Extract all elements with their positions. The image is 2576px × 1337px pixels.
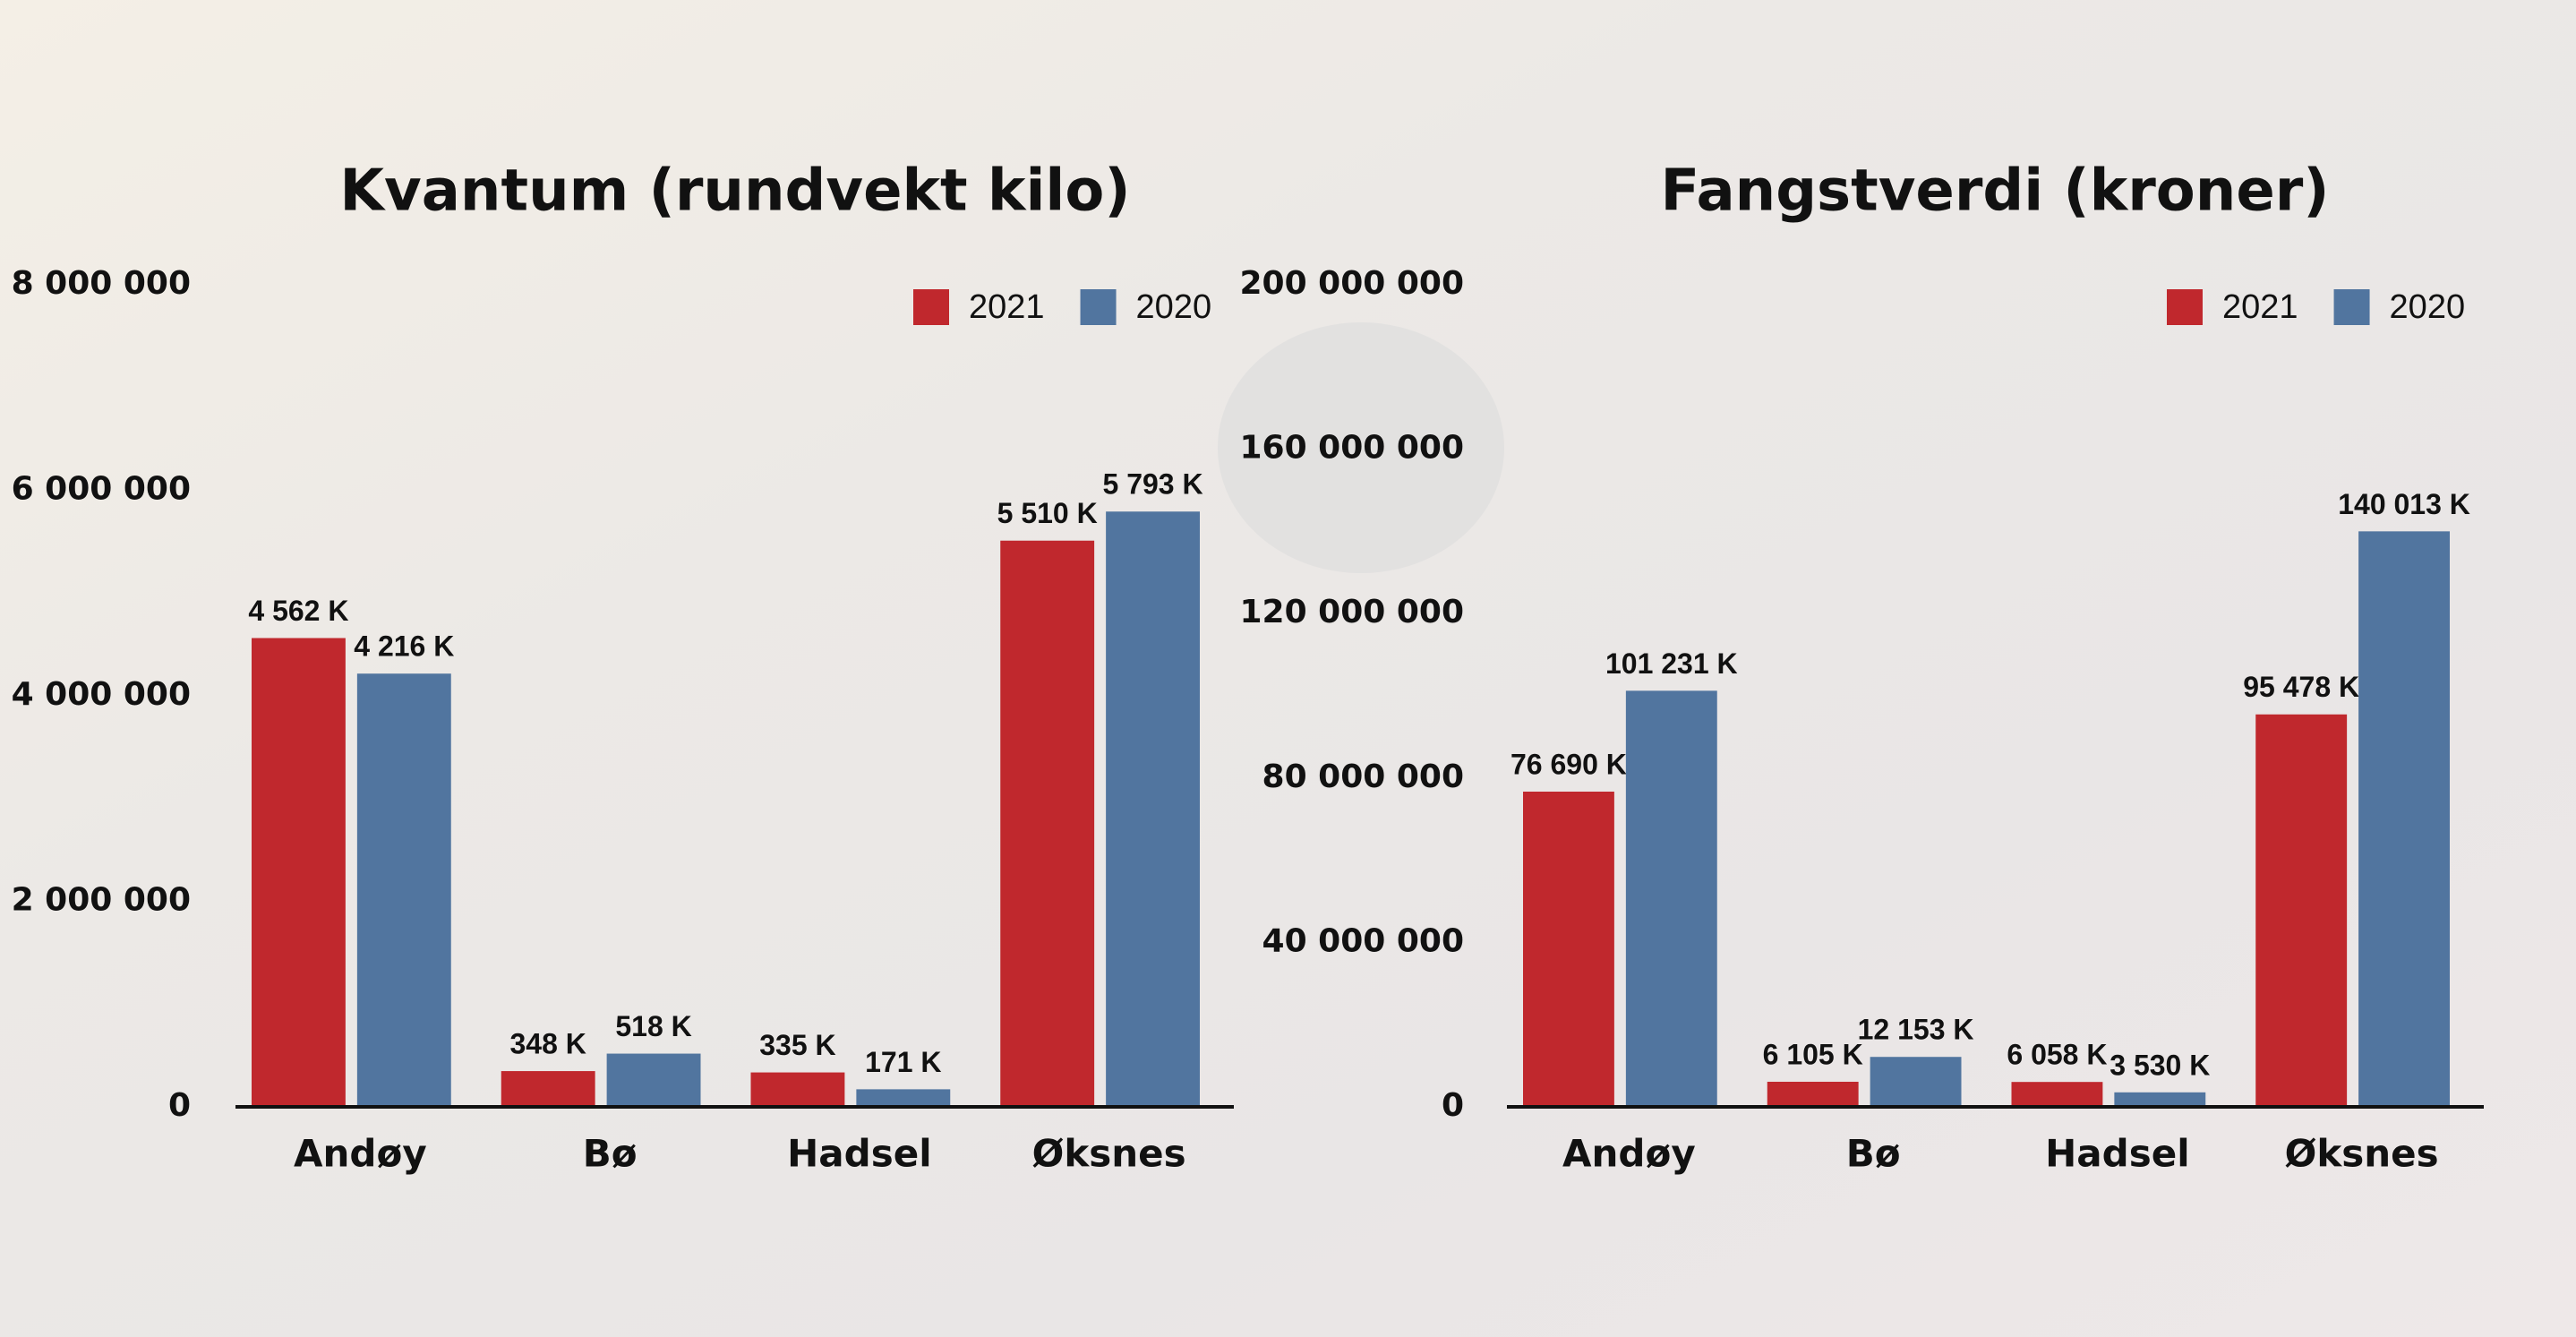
y-tick-label: 8 000 000 — [12, 265, 191, 302]
bar — [2358, 531, 2450, 1107]
x-tick-label: Bø — [583, 1132, 638, 1176]
x-tick-label: Øksnes — [2285, 1132, 2439, 1176]
y-tick-label: 200 000 000 — [1239, 265, 1464, 302]
chart-title: Fangstverdi (kroner) — [1660, 159, 2329, 225]
value-label: 6 058 K — [2007, 1039, 2107, 1071]
bar — [1000, 540, 1095, 1107]
value-label: 95 478 K — [2243, 671, 2359, 703]
value-label: 5 793 K — [1103, 468, 1203, 501]
bar — [2114, 1092, 2206, 1107]
value-label: 6 105 K — [1763, 1038, 1863, 1070]
y-tick-label: 40 000 000 — [1262, 922, 1464, 959]
bar — [1625, 690, 1717, 1107]
value-label: 348 K — [509, 1028, 586, 1060]
legend-label: 2021 — [2222, 288, 2298, 326]
value-label: 4 562 K — [248, 595, 348, 627]
legend-swatch — [913, 289, 949, 325]
bar — [1767, 1081, 1859, 1107]
value-label: 3 530 K — [2110, 1049, 2210, 1081]
legend-swatch — [2333, 289, 2370, 325]
background-shape — [1218, 322, 1504, 573]
value-label: 171 K — [865, 1046, 941, 1078]
bar — [1106, 511, 1200, 1107]
y-tick-label: 120 000 000 — [1239, 594, 1464, 630]
y-tick-label: 0 — [168, 1087, 191, 1124]
x-tick-label: Hadsel — [787, 1132, 931, 1176]
value-label: 12 153 K — [1858, 1014, 1974, 1046]
bar — [1870, 1057, 1962, 1107]
bar — [2011, 1082, 2103, 1107]
value-label: 4 216 K — [354, 630, 454, 663]
bar — [750, 1072, 845, 1107]
value-label: 101 231 K — [1605, 647, 1738, 680]
value-label: 518 K — [615, 1010, 691, 1042]
legend-swatch — [2167, 289, 2203, 325]
x-tick-label: Andøy — [1562, 1132, 1696, 1176]
legend-label: 2021 — [969, 288, 1045, 326]
bar — [606, 1053, 701, 1107]
value-label: 76 690 K — [1511, 748, 1627, 780]
bar — [856, 1089, 951, 1107]
value-label: 335 K — [759, 1029, 835, 1061]
y-tick-label: 160 000 000 — [1239, 430, 1464, 467]
y-tick-label: 80 000 000 — [1262, 758, 1464, 795]
y-tick-label: 4 000 000 — [12, 676, 191, 713]
bar — [356, 673, 451, 1107]
legend-label: 2020 — [2390, 288, 2466, 326]
chart-title: Kvantum (rundvekt kilo) — [339, 159, 1130, 225]
bar — [501, 1071, 595, 1107]
y-tick-label: 2 000 000 — [12, 882, 191, 919]
legend-label: 2020 — [1136, 288, 1212, 326]
bar — [2255, 714, 2348, 1107]
x-tick-label: Hadsel — [2045, 1132, 2189, 1176]
bar — [1523, 791, 1614, 1107]
x-tick-label: Bø — [1846, 1132, 1901, 1176]
y-tick-label: 0 — [1442, 1087, 1464, 1124]
legend-swatch — [1080, 289, 1117, 325]
value-label: 140 013 K — [2338, 488, 2470, 520]
bar — [252, 638, 346, 1107]
x-tick-label: Andøy — [294, 1132, 427, 1176]
y-tick-label: 6 000 000 — [12, 471, 191, 508]
x-tick-label: Øksnes — [1032, 1132, 1186, 1176]
value-label: 5 510 K — [997, 497, 1098, 529]
